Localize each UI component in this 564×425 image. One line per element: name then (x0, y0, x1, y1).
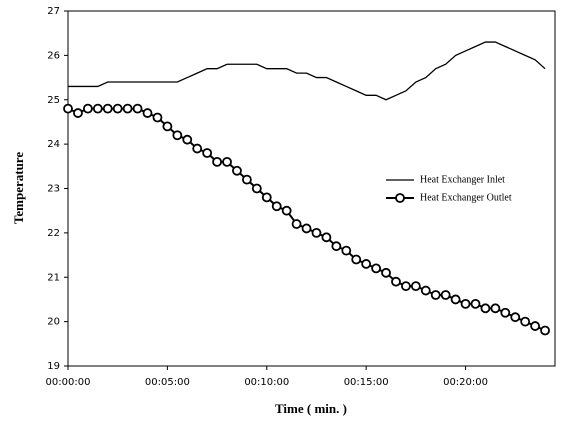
marker (63, 103, 73, 114)
marker (410, 281, 421, 292)
marker (222, 156, 232, 167)
y-tick-label: 21 (47, 272, 60, 283)
marker (540, 325, 550, 336)
x-tick-label: 00:10:00 (244, 377, 289, 388)
y-tick-label: 23 (47, 184, 60, 195)
marker (510, 312, 521, 323)
marker (142, 108, 153, 118)
marker (361, 259, 372, 269)
marker (470, 298, 481, 309)
y-tick-label: 20 (47, 317, 60, 328)
marker (440, 290, 451, 300)
marker (321, 232, 332, 243)
y-tick-label: 24 (47, 139, 60, 150)
marker (530, 321, 541, 331)
marker (122, 103, 133, 114)
marker (500, 307, 511, 318)
marker (172, 130, 183, 141)
x-tick-label: 00:20:00 (443, 377, 488, 388)
marker (271, 201, 282, 212)
marker (132, 103, 143, 114)
plot-frame (67, 10, 556, 367)
y-axis-label: Temperature (11, 152, 26, 224)
series-line (67, 107, 546, 332)
x-tick-label: 00:00:00 (46, 377, 91, 388)
x-tick-label: 00:05:00 (145, 377, 190, 388)
marker (152, 112, 163, 123)
x-tick-label: 00:15:00 (344, 377, 389, 388)
marker (192, 143, 203, 154)
y-tick-label: 22 (47, 228, 60, 239)
marker (281, 205, 292, 216)
marker (450, 294, 461, 305)
marker (182, 134, 193, 145)
marker (232, 165, 242, 176)
y-tick-label: 26 (47, 50, 60, 61)
marker (311, 227, 322, 238)
marker (291, 219, 302, 229)
y-tick-label: 19 (47, 361, 60, 372)
marker (112, 103, 123, 114)
marker (82, 103, 93, 114)
marker (92, 103, 103, 114)
y-tick-label: 25 (47, 95, 60, 106)
marker (202, 148, 213, 158)
marker (480, 303, 491, 314)
marker (261, 192, 272, 203)
marker (381, 267, 391, 278)
marker (241, 174, 252, 185)
legend-label: Heat Exchanger Outlet (420, 192, 512, 203)
marker (301, 223, 312, 234)
series-line (68, 41, 546, 101)
marker (430, 290, 441, 300)
marker (520, 316, 531, 327)
legend-marker (395, 193, 405, 203)
x-axis-label: Time ( min. ) (275, 401, 347, 416)
marker (391, 276, 401, 287)
marker (212, 156, 222, 167)
marker (341, 245, 352, 256)
marker (420, 285, 431, 296)
marker (251, 183, 262, 194)
marker (351, 254, 362, 265)
marker (331, 241, 342, 252)
marker (102, 103, 113, 114)
marker (460, 298, 471, 309)
marker (490, 303, 501, 314)
marker (401, 281, 411, 292)
marker (73, 108, 83, 118)
y-tick-label: 27 (47, 6, 60, 17)
marker (162, 121, 173, 132)
marker (371, 263, 382, 274)
legend-label: Heat Exchanger Inlet (420, 174, 505, 185)
